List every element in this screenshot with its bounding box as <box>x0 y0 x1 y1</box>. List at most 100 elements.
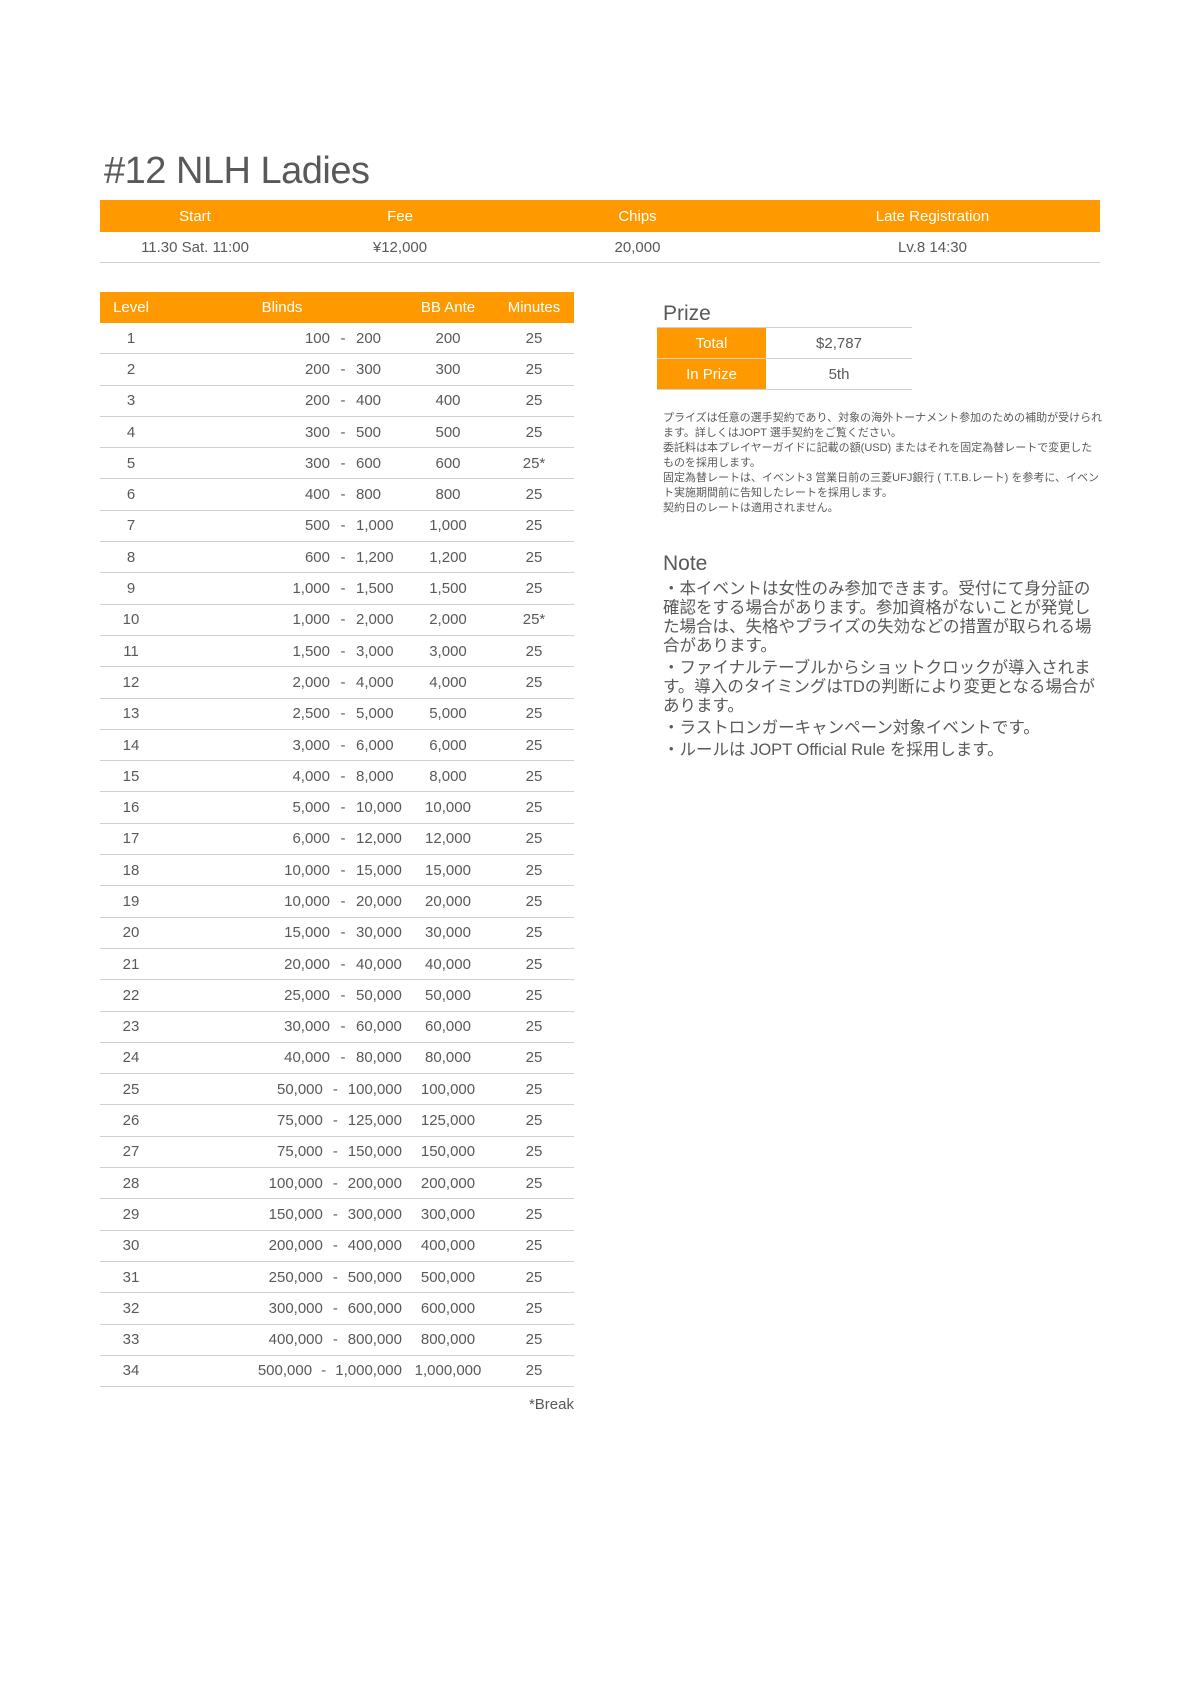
minutes: 25 <box>525 1237 543 1255</box>
level-number: 30 <box>122 1237 140 1255</box>
bb-ante: 1,200 <box>429 548 467 566</box>
blind-separator: - <box>340 1049 346 1067</box>
small-blind: 300 <box>304 454 330 472</box>
small-blind: 300 <box>304 423 330 441</box>
big-blind: 125,000 <box>347 1112 402 1130</box>
small-blind: 600 <box>304 548 330 566</box>
bb-ante: 30,000 <box>425 924 471 942</box>
bb-ante: 15,000 <box>425 861 471 879</box>
level-row: 32 300,000-600,000 600,000 25 <box>100 1293 574 1325</box>
small-blind: 1,500 <box>292 642 330 660</box>
minutes: 25 <box>525 517 543 535</box>
level-row: 11 1,500-3,000 3,000 25 <box>100 636 574 668</box>
start-value: 11.30 Sat. 11:00 <box>141 238 249 256</box>
level-row: 22 25,000-50,000 50,000 25 <box>100 980 574 1012</box>
blind-separator: - <box>340 642 346 660</box>
level-number: 26 <box>122 1112 140 1130</box>
blinds: 2,500-5,000 <box>162 705 402 722</box>
minutes: 25 <box>525 1049 543 1067</box>
blind-separator: - <box>340 924 346 942</box>
level-number: 23 <box>122 1018 140 1036</box>
small-blind: 75,000 <box>276 1112 323 1130</box>
blinds: 15,000-30,000 <box>162 924 402 941</box>
level-row: 6 400-800 800 25 <box>100 479 574 511</box>
note-item: ・ラストロンガーキャンペーン対象イベントです。 <box>663 719 1040 737</box>
bb-ante: 600 <box>435 454 461 472</box>
blind-separator: - <box>332 1205 338 1223</box>
blind-separator: - <box>340 329 346 347</box>
blind-separator: - <box>332 1237 338 1255</box>
minutes: 25 <box>525 830 543 848</box>
blinds: 200-300 <box>162 361 402 378</box>
level-row: 34 500,000-1,000,000 1,000,000 25 <box>100 1356 574 1388</box>
level-row: 29 150,000-300,000 300,000 25 <box>100 1199 574 1231</box>
blind-separator: - <box>340 611 346 629</box>
bb-ante: 60,000 <box>425 1018 471 1036</box>
level-row: 20 15,000-30,000 30,000 25 <box>100 918 574 949</box>
bb-ante: 400,000 <box>420 1237 476 1255</box>
blind-separator: - <box>340 486 346 504</box>
level-row: 25 50,000-100,000 100,000 25 <box>100 1074 574 1106</box>
bb-ante: 800,000 <box>420 1331 476 1349</box>
bb-ante: 600,000 <box>420 1299 476 1317</box>
prize-notes: プライズは任意の選手契約であり、対象の海外トーナメント参加のための補助が受けられ… <box>663 411 1103 516</box>
small-blind: 1,000 <box>292 580 330 598</box>
blinds: 200,000-400,000 <box>162 1237 402 1254</box>
bb-ante: 1,000,000 <box>414 1362 482 1380</box>
small-blind: 200,000 <box>268 1237 323 1255</box>
minutes: 25 <box>525 673 543 691</box>
level-row: 24 40,000-80,000 80,000 25 <box>100 1043 574 1075</box>
blinds: 1,500-3,000 <box>162 643 402 660</box>
minutes: 25 <box>525 1299 543 1317</box>
level-row: 31 250,000-500,000 500,000 25 <box>100 1262 574 1294</box>
late-registration-value: Lv.8 14:30 <box>898 238 967 256</box>
big-blind: 60,000 <box>356 1018 402 1036</box>
blinds: 200-400 <box>162 392 402 409</box>
blind-separator: - <box>340 517 346 535</box>
event-info-header: Start Fee Chips Late Registration <box>100 200 1100 232</box>
blinds: 40,000-80,000 <box>162 1049 402 1066</box>
level-number: 9 <box>126 580 136 598</box>
bb-ante: 800 <box>435 486 461 504</box>
small-blind: 10,000 <box>284 861 330 879</box>
level-row: 27 75,000-150,000 150,000 25 <box>100 1137 574 1169</box>
level-number: 5 <box>126 454 136 472</box>
bb-ante: 6,000 <box>429 736 467 754</box>
big-blind: 3,000 <box>356 642 394 660</box>
bb-ante: 5,000 <box>429 705 467 723</box>
bb-ante: 3,000 <box>429 642 467 660</box>
blinds: 3,000-6,000 <box>162 737 402 754</box>
blinds: 20,000-40,000 <box>162 956 402 973</box>
blind-separator: - <box>332 1268 338 1286</box>
level-row: 18 10,000-15,000 15,000 25 <box>100 855 574 887</box>
blind-separator: - <box>340 736 346 754</box>
prize-table: Total $2,787 In Prize 5th <box>657 327 912 390</box>
big-blind: 5,000 <box>356 705 394 723</box>
big-blind: 1,200 <box>356 548 394 566</box>
minutes: 25 <box>525 580 543 598</box>
level-number: 6 <box>126 486 136 504</box>
blind-separator: - <box>340 360 346 378</box>
bb-ante: 500 <box>435 423 461 441</box>
level-number: 31 <box>122 1268 140 1286</box>
level-row: 10 1,000-2,000 2,000 25* <box>100 605 574 636</box>
level-number: 21 <box>122 955 140 973</box>
level-number: 32 <box>122 1299 140 1317</box>
big-blind: 80,000 <box>356 1049 402 1067</box>
prize-label: In Prize <box>657 359 766 389</box>
prize-note: 委託料は本プレイヤーガイドに記載の額(USD) またはそれを固定為替レートで変更… <box>663 442 1093 469</box>
level-row: 9 1,000-1,500 1,500 25 <box>100 573 574 605</box>
blinds: 50,000-100,000 <box>162 1081 402 1098</box>
minutes: 25 <box>525 924 543 942</box>
small-blind: 400,000 <box>268 1331 323 1349</box>
level-row: 15 4,000-8,000 8,000 25 <box>100 761 574 793</box>
level-number: 34 <box>122 1362 140 1380</box>
minutes: 25 <box>525 955 543 973</box>
blind-separator: - <box>340 986 346 1004</box>
note-item: ・本イベントは女性のみ参加できます。受付にて身分証の確認をする場合があります。参… <box>663 580 1092 655</box>
level-row: 7 500-1,000 1,000 25 <box>100 511 574 543</box>
prize-row-in-prize: In Prize 5th <box>657 359 912 390</box>
small-blind: 3,000 <box>292 736 330 754</box>
minutes: 25* <box>522 611 546 629</box>
small-blind: 1,000 <box>292 611 330 629</box>
